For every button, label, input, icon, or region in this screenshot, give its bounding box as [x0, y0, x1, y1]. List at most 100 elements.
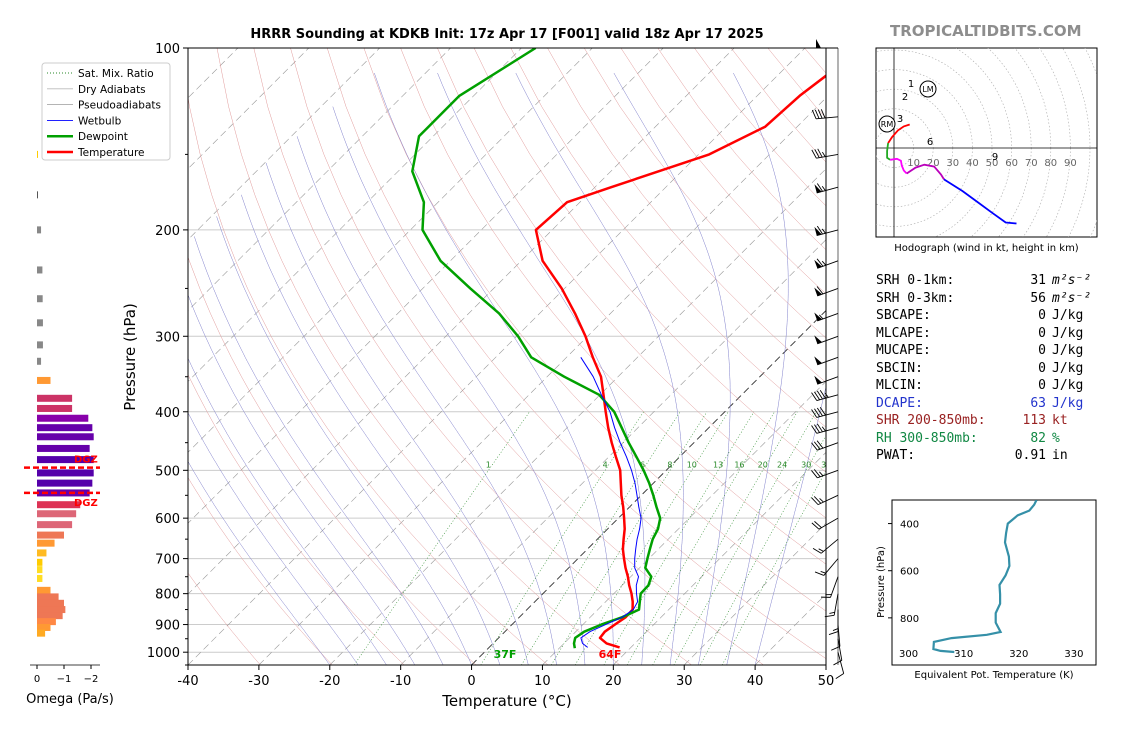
wetbulb-profile: [580, 357, 642, 648]
omega-bar: [37, 606, 66, 614]
stat-unit: m²s⁻²: [1052, 290, 1092, 306]
stat-value: 56: [1030, 290, 1046, 306]
stat-value: 0.91: [1014, 448, 1046, 463]
stat-value: 63: [1030, 395, 1046, 411]
y-tick-label: 500: [155, 464, 180, 479]
wind-barb: [816, 116, 839, 120]
x-tick-label: -20: [319, 674, 340, 689]
y-tick-label: 900: [155, 619, 180, 634]
y-tick-label: 1000: [147, 646, 180, 661]
legend-label: Dry Adiabats: [78, 84, 146, 96]
omega-bar: [37, 618, 56, 626]
wind-barb-feather: [817, 109, 823, 119]
stat-row: SHR 200-850mb: 113 kt: [876, 412, 1116, 430]
wind-barb-feather: [816, 390, 823, 400]
omega-bar: [37, 433, 94, 441]
omega-bar: [37, 629, 46, 637]
omega-bar: [37, 341, 43, 349]
dry-adiabat: [583, 48, 826, 339]
theta-e-panel: 300 310 320 330 400 600 800 Equivalent Pot. Tem…: [876, 499, 1097, 681]
stat-label: SHR 200-850mb:: [876, 413, 986, 428]
wind-barb-feather: [811, 522, 820, 530]
wind-barb-flag: [816, 39, 821, 48]
omega-bar: [37, 539, 55, 547]
isotherm-line: [542, 381, 826, 665]
wind-barb-feather: [811, 470, 818, 479]
legend-label: Temperature: [77, 147, 145, 159]
stat-row: SBCIN: 0 J/kg: [876, 360, 1116, 378]
omega-bar: [37, 404, 73, 412]
theta-e-y-tick-label: 400: [900, 520, 919, 531]
wind-barb-feather: [811, 409, 818, 418]
isotherm-line: [613, 451, 826, 665]
omega-tick-label: 0: [34, 674, 40, 685]
moist-adiabat: [188, 357, 387, 665]
dry-adiabat: [547, 48, 826, 383]
stat-row: MUCAPE: 0 J/kg: [876, 342, 1116, 360]
wind-barb: [816, 427, 839, 434]
omega-bar: [37, 479, 93, 487]
wind-barb-half: [829, 611, 835, 614]
moist-adiabat: [726, 72, 789, 665]
wind-barb-feather: [811, 392, 818, 401]
stat-label: MUCAPE:: [876, 343, 931, 358]
hodograph-ring-label: 70: [1025, 158, 1038, 169]
wind-barb: [817, 335, 839, 345]
dry-adiabat: [188, 572, 261, 665]
omega-bar: [37, 191, 38, 199]
moist-adiabat: [296, 136, 557, 665]
wind-barb-half: [821, 426, 826, 432]
wind-barb-feather: [816, 225, 823, 235]
wind-barb: [817, 288, 839, 297]
mixing-ratio-line: [521, 411, 681, 665]
mixing-ratio-lines: 1 4 6 8 10 13 16 20 24 30 36: [354, 411, 826, 665]
moist-adiabat: [613, 72, 731, 665]
stat-unit: kt: [1052, 413, 1068, 428]
sounding-stats-panel: SRH 0-1km: 31 m²s⁻² SRH 0-3km: 56 m²s⁻² SBCAPE…: [876, 272, 1116, 465]
moist-adiabat: [241, 194, 501, 665]
isobars: [188, 48, 826, 653]
dry-adiabat: [253, 48, 692, 665]
stat-value: 0: [1038, 325, 1046, 341]
omega-bar: [37, 599, 64, 607]
stat-label: MLCAPE:: [876, 325, 931, 341]
theta-e-x-tick-label: 310: [954, 649, 973, 660]
stat-unit: m²s⁻²: [1052, 273, 1092, 288]
wind-barb-feather: [816, 407, 823, 417]
omega-bar: [37, 424, 93, 432]
wind-barb-feather: [824, 614, 835, 618]
wind-barb-feather: [816, 183, 823, 192]
legend: Sat. Mix. Ratio Dry Adiabats Pseudoadiabat…: [41, 62, 171, 161]
hodograph-ring-label: 50: [986, 158, 999, 169]
legend-label: Sat. Mix. Ratio: [78, 68, 154, 80]
isotherms: [188, 48, 826, 665]
stat-row: SRH 0-3km: 56 m²s⁻²: [876, 290, 1116, 308]
omega-axis-label: Omega (Pa/s): [26, 692, 114, 707]
x-tick-label: -40: [177, 674, 198, 689]
wind-barb: [817, 442, 839, 451]
legend-label: Dewpoint: [78, 131, 128, 143]
wind-barb-feather: [814, 391, 821, 400]
mixing-ratio-label: 16: [734, 460, 744, 469]
stat-value: 82: [1030, 430, 1046, 446]
dry-adiabats: [188, 48, 826, 665]
mixing-ratio-label: 8: [667, 460, 672, 469]
wind-barb: [817, 356, 839, 366]
temperature-profile: [534, 74, 826, 649]
moist-adiabat: [216, 216, 472, 665]
wind-barb-feather: [828, 631, 839, 635]
stat-value: 0: [1038, 343, 1046, 358]
wind-barb: [837, 638, 843, 661]
wind-barb: [817, 494, 839, 506]
hodograph-ring-label: 40: [966, 158, 979, 169]
wind-barb-feather: [811, 149, 817, 159]
surface-dewpoint-label: 37F: [494, 648, 517, 661]
theta-e-y-tick-label: 600: [900, 567, 919, 578]
hodograph-plot: 10 20 30 40 50 60 70 80 90 12 3 6 9 RM LM: [876, 48, 1097, 237]
stat-value: 31: [1030, 273, 1046, 288]
stat-unit: J/kg: [1052, 395, 1084, 411]
wind-barb-feather: [835, 673, 844, 680]
omega-bar: [37, 444, 90, 452]
isotherm-line: [329, 168, 826, 665]
stat-row: DCAPE: 63 J/kg: [876, 395, 1116, 413]
